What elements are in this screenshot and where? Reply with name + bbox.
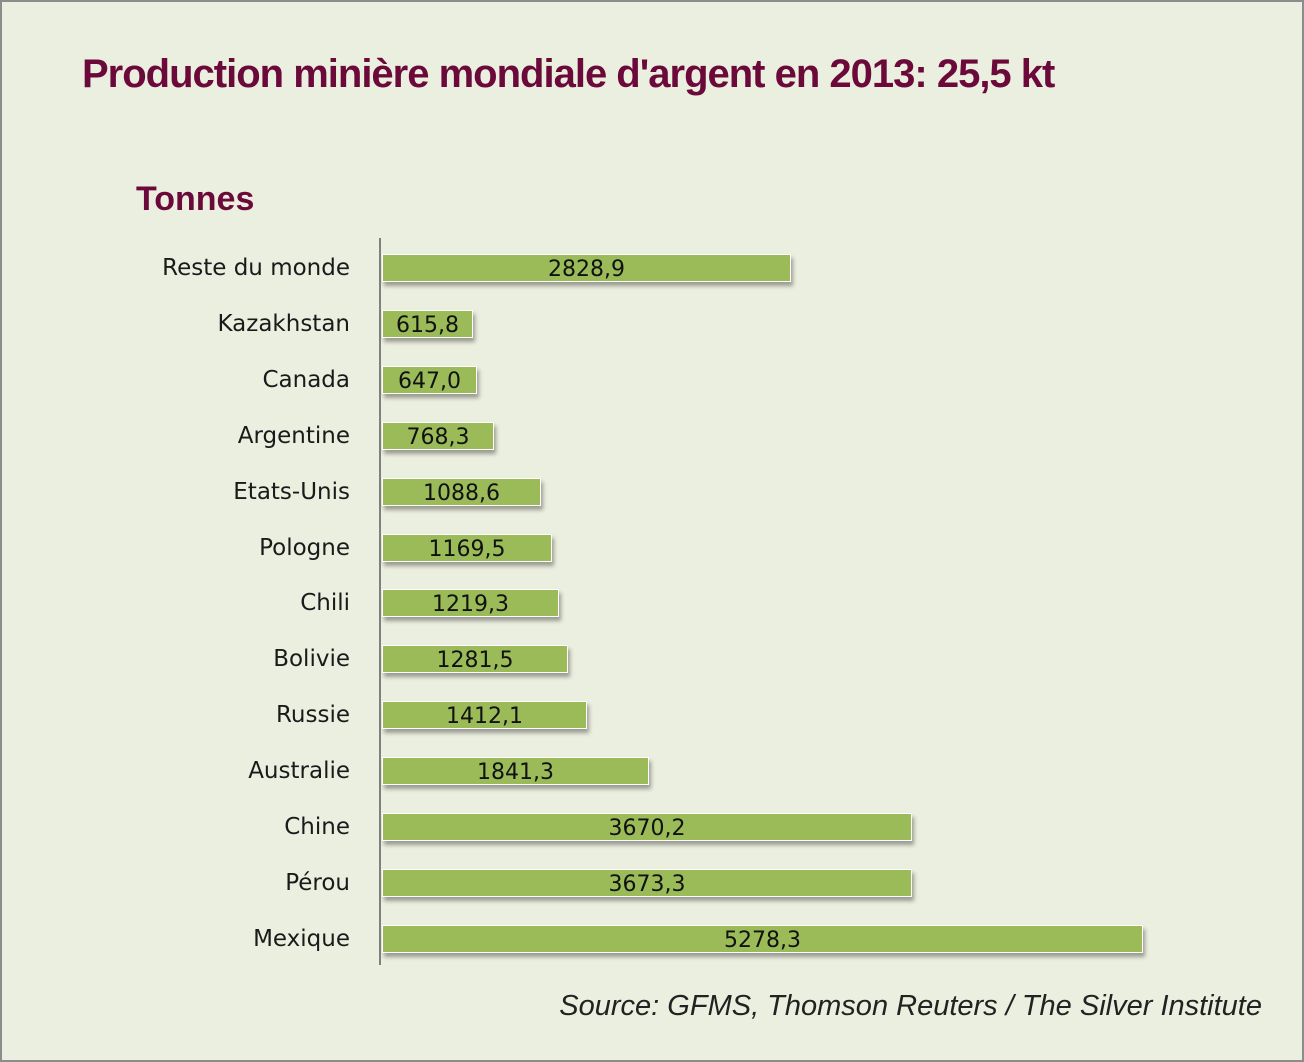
category-label: Mexique bbox=[253, 925, 350, 952]
bar-row: Chine 3670,2 bbox=[2, 813, 1302, 841]
bar-row: Reste du monde 2828,9 bbox=[2, 254, 1302, 282]
value-label: 3673,3 bbox=[608, 871, 686, 897]
bar: 1088,6 bbox=[382, 477, 541, 506]
category-label: Pérou bbox=[285, 869, 350, 896]
bar-row: Chili 1219,3 bbox=[2, 589, 1302, 618]
value-label: 768,3 bbox=[406, 424, 470, 450]
bar: 1412,1 bbox=[382, 701, 587, 730]
bar-row: Kazakhstan 615,8 bbox=[2, 309, 1302, 338]
category-label: Chili bbox=[300, 590, 350, 617]
bar: 5278,3 bbox=[382, 924, 1143, 953]
category-label: Chine bbox=[284, 814, 350, 840]
bar: 647,0 bbox=[382, 365, 477, 394]
category-axis bbox=[379, 238, 381, 965]
value-label: 647,0 bbox=[398, 368, 461, 394]
value-label: 1841,3 bbox=[477, 760, 554, 786]
bar-row: Canada 647,0 bbox=[2, 365, 1302, 394]
unit-label: Tonnes bbox=[136, 180, 255, 218]
bar-row: Russie 1412,1 bbox=[2, 701, 1302, 730]
category-label: Reste du monde bbox=[162, 255, 350, 281]
bar-row: Pérou 3673,3 bbox=[2, 868, 1302, 897]
bar: 1219,3 bbox=[382, 589, 559, 618]
category-label: Bolivie bbox=[273, 646, 350, 673]
bar: 615,8 bbox=[382, 309, 473, 338]
bar: 1169,5 bbox=[382, 533, 552, 562]
value-label: 3670,2 bbox=[608, 816, 686, 841]
source-note: Source: GFMS, Thomson Reuters / The Silv… bbox=[559, 990, 1262, 1022]
value-label: 1219,3 bbox=[432, 592, 509, 618]
bar-row: Australie 1841,3 bbox=[2, 757, 1302, 786]
bar: 3673,3 bbox=[382, 868, 912, 897]
bar-row: Bolivie 1281,5 bbox=[2, 645, 1302, 674]
bar-row: Pologne 1169,5 bbox=[2, 533, 1302, 562]
value-label: 2828,9 bbox=[548, 257, 625, 282]
bar: 1281,5 bbox=[382, 645, 568, 674]
bar: 1841,3 bbox=[382, 757, 649, 786]
bar-row: Argentine 768,3 bbox=[2, 421, 1302, 450]
category-label: Etats-Unis bbox=[233, 478, 350, 505]
bar-row: Etats-Unis 1088,6 bbox=[2, 477, 1302, 506]
value-label: 1169,5 bbox=[428, 536, 506, 562]
value-label: 615,8 bbox=[396, 312, 459, 338]
category-label: Canada bbox=[262, 366, 350, 393]
bar: 3670,2 bbox=[382, 813, 912, 841]
category-label: Pologne bbox=[259, 534, 350, 561]
category-label: Australie bbox=[248, 758, 350, 785]
value-label: 5278,3 bbox=[724, 927, 801, 953]
bar: 2828,9 bbox=[382, 254, 791, 282]
value-label: 1281,5 bbox=[436, 648, 514, 674]
value-label: 1088,6 bbox=[423, 480, 500, 506]
bar: 768,3 bbox=[382, 421, 494, 450]
bar-row: Mexique 5278,3 bbox=[2, 924, 1302, 953]
chart-title: Production minière mondiale d'argent en … bbox=[82, 52, 1055, 96]
category-label: Russie bbox=[275, 702, 350, 729]
category-label: Argentine bbox=[237, 422, 350, 449]
category-label: Kazakhstan bbox=[217, 310, 350, 337]
value-label: 1412,1 bbox=[446, 704, 523, 730]
